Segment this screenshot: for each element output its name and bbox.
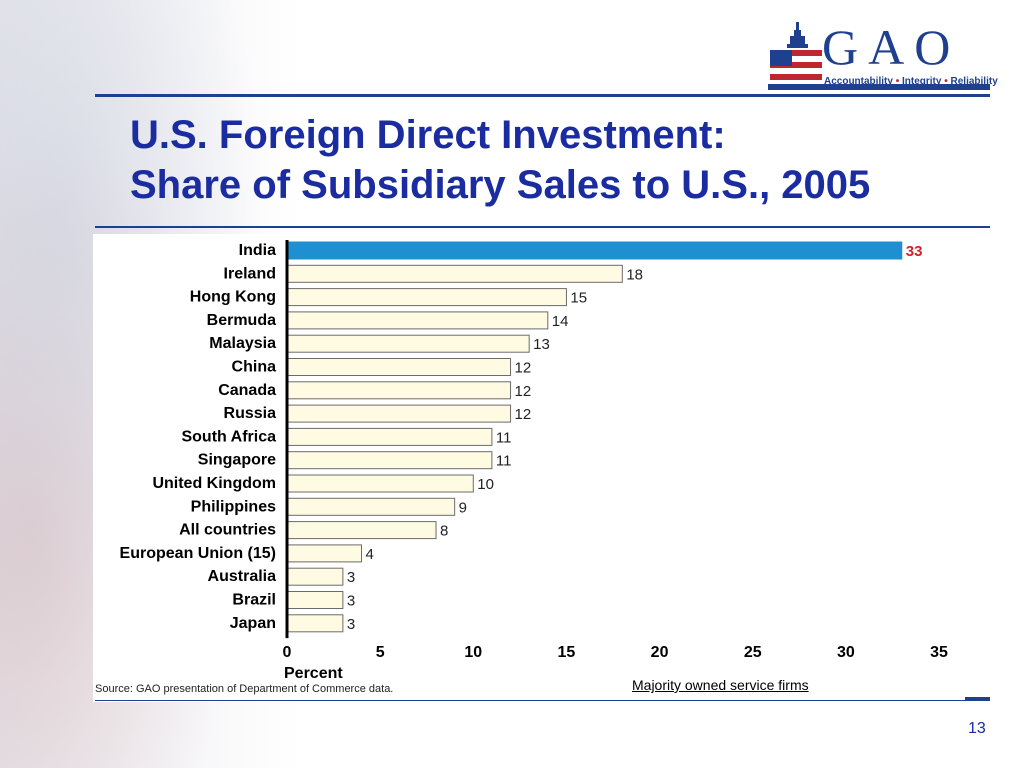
bar: [286, 451, 493, 470]
tagline-integrity: Integrity: [901, 76, 942, 87]
x-tick-label: 20: [651, 644, 669, 661]
source-note: Source: GAO presentation of Department o…: [95, 683, 394, 695]
category-label: United Kingdom: [152, 475, 276, 492]
tagline-separator: •: [895, 76, 900, 87]
bar: [286, 381, 512, 400]
logo-tagline: Accountability • Integrity • Reliability: [824, 76, 998, 87]
category-label: India: [239, 242, 276, 259]
gao-capitol-logo-icon: [768, 22, 990, 90]
data-label: 9: [459, 499, 467, 516]
category-label: China: [232, 359, 277, 376]
data-label: 12: [515, 383, 532, 400]
data-label: 12: [515, 360, 532, 377]
data-label: 4: [366, 546, 374, 563]
data-label: 3: [347, 593, 355, 610]
tagline-reliability: Reliability: [950, 76, 998, 87]
bar: [286, 427, 493, 446]
bar: [286, 334, 530, 353]
bar: [286, 614, 344, 633]
x-tick-label: 15: [558, 644, 576, 661]
data-label: 33: [906, 243, 923, 260]
bar: [286, 591, 344, 609]
bar: [286, 241, 903, 260]
bar: [286, 544, 363, 563]
category-label: Philippines: [191, 498, 276, 515]
data-label: 15: [570, 290, 587, 307]
x-tick-label: 35: [930, 644, 948, 661]
bar: [286, 521, 437, 540]
category-label: Japan: [230, 615, 276, 632]
category-label: Singapore: [198, 452, 276, 469]
footer-divider-accent: [965, 697, 990, 701]
bar: [286, 358, 512, 376]
category-label: Russia: [224, 405, 277, 422]
x-tick-label: 10: [464, 644, 482, 661]
bar: [286, 474, 474, 493]
data-label: 13: [533, 336, 550, 353]
category-label: Australia: [208, 568, 277, 585]
data-label: 10: [477, 476, 494, 493]
chart-footnote: Majority owned service firms: [632, 677, 809, 693]
x-tick-label: 5: [376, 644, 385, 661]
chart-panel: India 33 Ireland 18 Hong Kong 15 Bermuda 14 Mala…: [93, 234, 990, 702]
category-label: Canada: [218, 382, 276, 399]
title-line-1: U.S. Foreign Direct Investment:: [130, 113, 726, 157]
data-label: 14: [552, 313, 569, 330]
data-label: 11: [496, 429, 512, 446]
x-tick-label: 0: [283, 644, 292, 661]
category-label: Bermuda: [207, 312, 276, 329]
data-label: 3: [347, 616, 355, 633]
bar: [286, 567, 344, 586]
category-label: Ireland: [224, 265, 276, 282]
slide-title: U.S. Foreign Direct Investment: Share of…: [130, 110, 870, 210]
category-label: All countries: [179, 522, 276, 539]
category-label: South Africa: [181, 428, 276, 445]
data-label: 8: [440, 523, 448, 540]
category-label: Hong Kong: [190, 289, 276, 306]
data-label: 11: [496, 453, 512, 470]
x-axis-label: Percent: [284, 665, 343, 682]
tagline-separator: •: [944, 76, 948, 87]
data-label: 3: [347, 569, 355, 586]
x-tick-label: 25: [744, 644, 762, 661]
tagline-accountability: Accountability: [824, 76, 893, 87]
data-label: 18: [626, 266, 643, 283]
header-divider: [95, 94, 990, 97]
bar: [286, 288, 567, 307]
category-label: European Union (15): [120, 545, 276, 562]
bar: [286, 404, 512, 423]
bar: [286, 497, 456, 516]
bar: [286, 264, 623, 283]
category-label: Malaysia: [209, 335, 276, 352]
title-line-2: Share of Subsidiary Sales to U.S., 2005: [130, 163, 871, 207]
category-label: Brazil: [232, 592, 276, 609]
x-tick-label: 30: [837, 644, 855, 661]
title-divider: [95, 226, 990, 228]
page-number: 13: [968, 720, 986, 737]
bar: [286, 311, 549, 330]
logo-wordmark: GAO: [822, 19, 961, 75]
data-label: 12: [515, 406, 532, 423]
footer-divider: [95, 700, 965, 701]
